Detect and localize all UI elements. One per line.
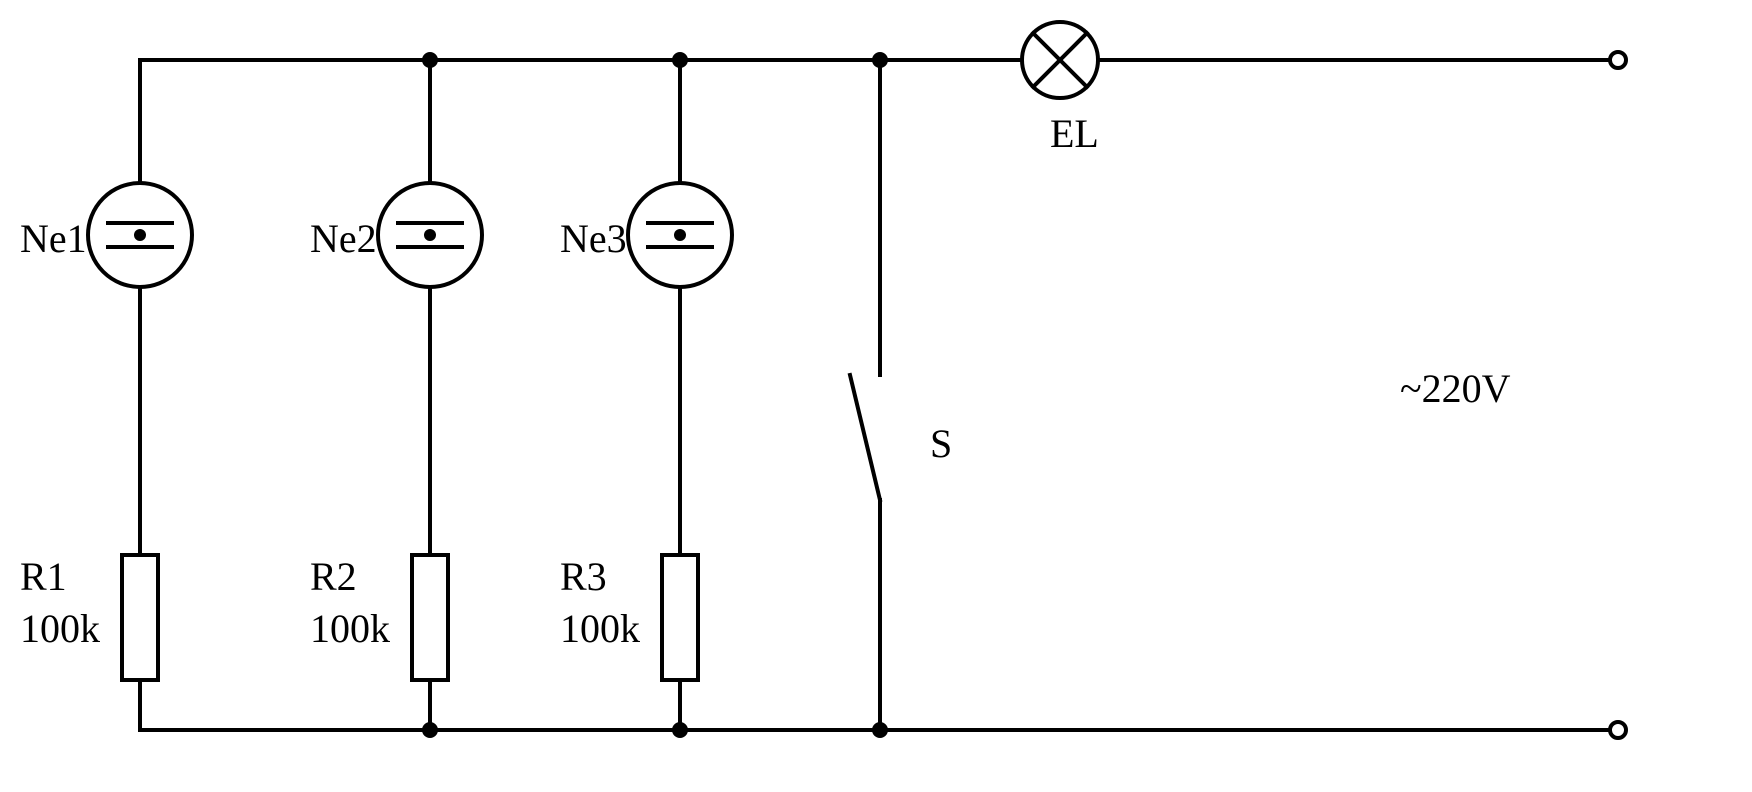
- r1-value-label: 100k: [20, 605, 100, 652]
- r3-value-label: 100k: [560, 605, 640, 652]
- circuit-diagram: Ne1 Ne2 Ne3 R1 100k R2 100k R3 100k S EL…: [0, 0, 1752, 792]
- r2-value-label: 100k: [310, 605, 390, 652]
- voltage-label: ~220V: [1400, 365, 1511, 412]
- lamp-label: EL: [1050, 110, 1099, 157]
- r3-name-label: R3: [560, 553, 607, 600]
- switch-label: S: [930, 420, 952, 467]
- neon3-label: Ne3: [560, 215, 627, 262]
- neon1-label: Ne1: [20, 215, 87, 262]
- neon2-label: Ne2: [310, 215, 377, 262]
- r1-name-label: R1: [20, 553, 67, 600]
- r2-name-label: R2: [310, 553, 357, 600]
